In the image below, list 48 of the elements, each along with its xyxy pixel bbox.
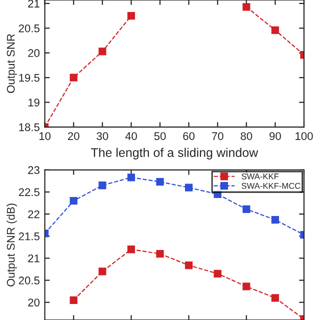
y-tick-label: 22.5 bbox=[18, 188, 40, 196]
y-tick-label: 19.5 bbox=[19, 74, 40, 82]
x-tick-label: 10 bbox=[39, 132, 51, 140]
y-axis-title: Output SNR (dB) bbox=[6, 204, 17, 286]
x-tick-label: 80 bbox=[240, 132, 252, 140]
y-tick-label: 22 bbox=[28, 210, 40, 218]
y-axis-title: Output SNR bbox=[6, 34, 17, 93]
legend-label: SWA-KKF-MCC bbox=[242, 182, 300, 189]
y-tick-label: 21.5 bbox=[18, 232, 40, 240]
legend-label: SWA-KKF bbox=[242, 173, 279, 180]
point bbox=[98, 268, 106, 276]
y-tick-label: 20 bbox=[28, 298, 40, 306]
point bbox=[70, 74, 78, 82]
x-tick-label: 100 bbox=[296, 132, 313, 140]
x-tick-label: 60 bbox=[183, 132, 195, 140]
x-tick-label: 40 bbox=[125, 132, 137, 140]
point bbox=[127, 174, 136, 182]
point bbox=[184, 261, 193, 270]
point bbox=[242, 3, 250, 11]
x-tick-label: 50 bbox=[154, 132, 166, 140]
point bbox=[70, 197, 78, 205]
point bbox=[127, 12, 136, 20]
y-tick-label: 18.5 bbox=[19, 123, 40, 132]
x-tick-label: 30 bbox=[96, 132, 108, 140]
y-tick-label: 20 bbox=[28, 49, 40, 58]
x-tick-label: 20 bbox=[68, 132, 80, 140]
point bbox=[70, 296, 78, 304]
point bbox=[98, 48, 106, 56]
y-tick-label: 20.5 bbox=[18, 276, 40, 284]
y-tick-label: 21 bbox=[28, 0, 40, 8]
point bbox=[214, 270, 222, 278]
point bbox=[184, 184, 193, 192]
x-axis-title: The length of a sliding window bbox=[90, 148, 258, 160]
point bbox=[271, 216, 280, 224]
point bbox=[98, 182, 106, 190]
y-tick-label: 20.5 bbox=[18, 24, 40, 32]
x-tick-label: 90 bbox=[270, 132, 281, 140]
x-tick-label: 70 bbox=[212, 132, 224, 140]
point bbox=[156, 178, 164, 186]
point bbox=[156, 250, 164, 258]
point bbox=[127, 246, 136, 254]
point bbox=[271, 26, 280, 34]
y-tick-label: 23 bbox=[28, 166, 40, 174]
point bbox=[242, 205, 250, 214]
y-tick-label: 19 bbox=[28, 98, 40, 106]
y-tick-label: 21 bbox=[28, 254, 40, 262]
point bbox=[271, 294, 280, 302]
point bbox=[242, 282, 250, 290]
